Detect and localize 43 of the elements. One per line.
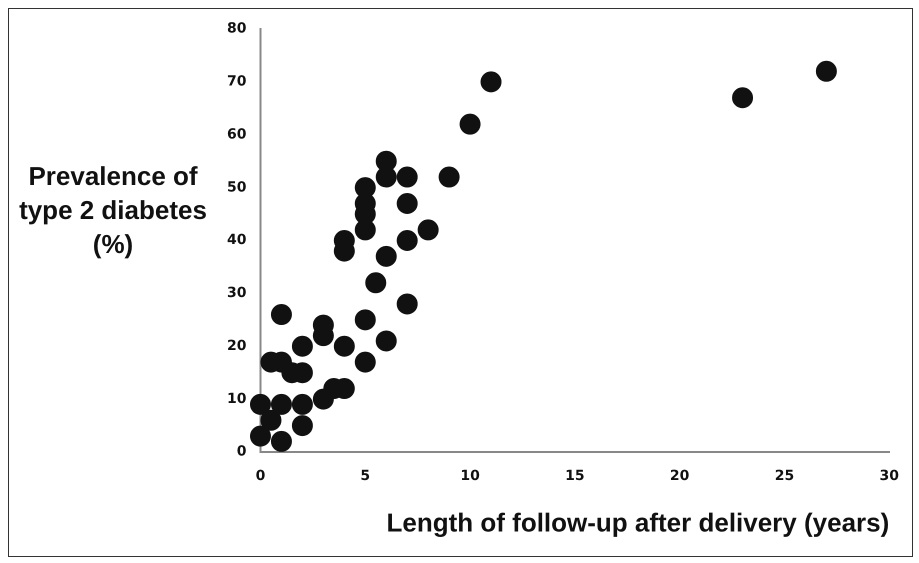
point: [354, 352, 376, 373]
point: [732, 87, 754, 108]
x-tick-label: 20: [670, 468, 690, 484]
y-tick-label: 40: [227, 232, 247, 248]
point: [250, 394, 271, 415]
point: [460, 114, 481, 135]
y-tick-label: 80: [227, 20, 247, 37]
point: [396, 166, 418, 188]
x-tick-label: 5: [360, 468, 370, 484]
x-tick-label: 0: [256, 468, 266, 484]
point: [270, 304, 292, 326]
y-tick-label: 10: [227, 390, 247, 407]
point: [396, 230, 418, 251]
y-tick-label: 0: [236, 444, 247, 460]
point: [270, 430, 292, 452]
point: [292, 336, 313, 357]
x-tick-label: 25: [774, 468, 794, 484]
point: [376, 246, 397, 267]
point: [270, 394, 292, 415]
y-axis-title: Prevalence of type 2 diabetes (%): [18, 160, 208, 261]
point: [250, 426, 271, 447]
point: [438, 166, 460, 188]
point: [292, 394, 313, 415]
point: [480, 71, 502, 92]
y-tick-label: 50: [227, 179, 247, 196]
point: [365, 272, 386, 294]
point: [396, 192, 418, 214]
point: [418, 219, 439, 240]
point: [354, 309, 376, 330]
point: [376, 330, 397, 352]
y-tick-label: 30: [227, 285, 247, 302]
y-tick-label: 70: [227, 74, 247, 90]
x-tick-label: 10: [460, 468, 480, 484]
point: [260, 410, 282, 431]
x-tick-label: 15: [565, 468, 585, 484]
point: [292, 415, 313, 436]
point: [396, 293, 418, 314]
x-tick-label: 30: [880, 468, 900, 484]
x-axis-title: Length of follow-up after delivery (years): [386, 508, 890, 538]
point: [334, 336, 355, 357]
point: [816, 60, 837, 82]
y-tick-label: 20: [227, 338, 247, 354]
y-tick-label: 60: [227, 126, 247, 142]
